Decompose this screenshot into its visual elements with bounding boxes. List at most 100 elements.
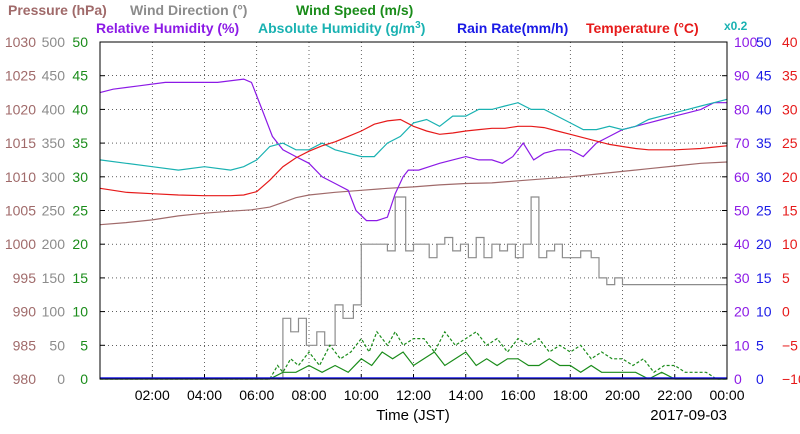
- y-tick-label-wind-direction: 200: [42, 236, 66, 252]
- y-tick-label-relative-humidity: 70: [734, 135, 750, 151]
- legend-absolute-humidity-close: ): [421, 20, 426, 36]
- x-tick-label: 18:00: [553, 387, 588, 403]
- y-tick-label-pressure: 1000: [5, 236, 36, 252]
- y-tick-label-wind-speed: 40: [72, 101, 88, 117]
- y-tick-label-wind-direction: 300: [42, 169, 66, 185]
- y-tick-label-wind-speed: 5: [80, 337, 88, 353]
- left-axes: 9809859909951000100510101015102010251030…: [5, 34, 88, 387]
- x-tick-label: 16:00: [500, 387, 535, 403]
- y-tick-label-rain-rate: 50: [756, 34, 772, 50]
- x-tick-label: 22:00: [657, 387, 692, 403]
- right-axes: 0102030405060708090100051015202530354045…: [734, 34, 800, 387]
- series-line-pressure: [99, 161, 728, 226]
- y-tick-label-temperature: 5: [782, 270, 790, 286]
- y-tick-label-relative-humidity: 90: [734, 68, 750, 84]
- date-label: 2017-09-03: [650, 407, 727, 424]
- y-tick-label-temperature: 35: [782, 68, 798, 84]
- y-tick-label-rain-rate: 10: [756, 304, 772, 320]
- legend-wind-direction: Wind Direction (°): [130, 2, 247, 18]
- y-tick-label-pressure: 980: [13, 371, 37, 387]
- y-tick-label-rain-rate: 45: [756, 68, 772, 84]
- x-tick-label: 12:00: [396, 387, 431, 403]
- x-tick-label: 02:00: [135, 387, 170, 403]
- y-tick-label-relative-humidity: 100: [734, 34, 758, 50]
- y-tick-label-rain-rate: 25: [756, 203, 772, 219]
- x-axis-ticks: 02:00 04:00 06:00 08:00 10:00 12:00 14:00 16:00…: [135, 374, 745, 403]
- y-tick-label-temperature: 25: [782, 135, 798, 151]
- y-tick-label-rain-rate: 30: [756, 169, 772, 185]
- series-layer: [99, 78, 728, 380]
- y-tick-label-wind-direction: 150: [42, 270, 66, 286]
- x-tick-label: 04:00: [187, 387, 222, 403]
- legend-relative-humidity: Relative Humidity (%): [96, 20, 239, 36]
- y-tick-label-rain-rate: 20: [756, 236, 772, 252]
- y-tick-label-wind-speed: 20: [72, 236, 88, 252]
- y-tick-label-wind-speed: 35: [72, 135, 88, 151]
- series-line-wind-direction: [277, 196, 727, 380]
- x-tick-label: 00:00: [709, 387, 744, 403]
- y-tick-label-temperature: 20: [782, 169, 798, 185]
- y-tick-label-pressure: 995: [13, 270, 37, 286]
- y-tick-label-relative-humidity: 20: [734, 304, 750, 320]
- y-tick-label-relative-humidity: 40: [734, 236, 750, 252]
- y-tick-label-pressure: 990: [13, 304, 37, 320]
- y-tick-label-relative-humidity: 0: [734, 371, 742, 387]
- y-tick-label-pressure: 1005: [5, 203, 36, 219]
- legend-absolute-humidity: Absolute Humidity (g/m3): [258, 20, 425, 36]
- y-tick-label-relative-humidity: 10: [734, 337, 750, 353]
- y-tick-label-pressure: 1020: [5, 101, 36, 117]
- y-tick-label-wind-direction: 100: [42, 304, 66, 320]
- y-tick-label-temperature: 30: [782, 101, 798, 117]
- y-tick-label-temperature: 0: [782, 304, 790, 320]
- y-tick-label-wind-direction: 50: [49, 337, 65, 353]
- y-tick-label-relative-humidity: 50: [734, 203, 750, 219]
- plot-frame: [99, 41, 728, 380]
- y-tick-label-wind-speed: 50: [72, 34, 88, 50]
- x-axis-label: Time (JST): [376, 407, 450, 424]
- y-tick-label-rain-rate: 0: [756, 371, 764, 387]
- series-line-wind-speed: [100, 351, 727, 380]
- y-tick-label-temperature: 10: [782, 236, 798, 252]
- y-tick-label-wind-direction: 500: [42, 34, 66, 50]
- legend-rain-rate: Rain Rate(mm/h): [457, 20, 568, 36]
- y-tick-label-wind-speed: 30: [72, 169, 88, 185]
- y-tick-label-wind-direction: 450: [42, 68, 66, 84]
- grid: [100, 41, 727, 380]
- y-tick-label-pressure: 1015: [5, 135, 36, 151]
- y-tick-label-temperature: −10: [782, 371, 800, 387]
- legend-pressure: Pressure (hPa): [8, 2, 107, 18]
- y-tick-label-wind-direction: 350: [42, 135, 66, 151]
- x-tick-label: 20:00: [605, 387, 640, 403]
- y-tick-label-pressure: 1030: [5, 34, 36, 50]
- y-tick-label-wind-direction: 250: [42, 203, 66, 219]
- series-line-temperature: [99, 118, 728, 197]
- legend-temperature: Temperature (°C): [586, 20, 699, 36]
- series-line-absolute-humidity: [99, 98, 728, 171]
- y-tick-label-pressure: 985: [13, 337, 37, 353]
- y-tick-label-relative-humidity: 60: [734, 169, 750, 185]
- legend-wind-speed: Wind Speed (m/s): [296, 2, 413, 18]
- y-tick-label-pressure: 1025: [5, 68, 36, 84]
- y-tick-label-pressure: 1010: [5, 169, 36, 185]
- legend-absolute-humidity-sup: 3: [415, 20, 421, 31]
- y-tick-label-relative-humidity: 30: [734, 270, 750, 286]
- y-tick-label-wind-speed: 0: [80, 371, 88, 387]
- x-tick-label: 14:00: [448, 387, 483, 403]
- legend: Pressure (hPa) Wind Direction (°) Wind S…: [8, 2, 748, 36]
- y-tick-label-wind-speed: 10: [72, 304, 88, 320]
- y-tick-label-temperature: 40: [782, 34, 798, 50]
- y-tick-label-wind-direction: 400: [42, 101, 66, 117]
- y-tick-label-wind-speed: 25: [72, 203, 88, 219]
- y-tick-label-rain-rate: 15: [756, 270, 772, 286]
- series-line-wind-speed: [100, 330, 727, 380]
- x-tick-label: 10:00: [344, 387, 379, 403]
- y-tick-label-wind-speed: 45: [72, 68, 88, 84]
- legend-multiplier-note: x0.2: [724, 19, 748, 33]
- y-tick-label-rain-rate: 35: [756, 135, 772, 151]
- y-tick-label-rain-rate: 40: [756, 101, 772, 117]
- y-tick-label-relative-humidity: 80: [734, 101, 750, 117]
- y-tick-label-temperature: −5: [782, 337, 798, 353]
- y-tick-label-temperature: 15: [782, 203, 798, 219]
- y-tick-label-wind-speed: 15: [72, 270, 88, 286]
